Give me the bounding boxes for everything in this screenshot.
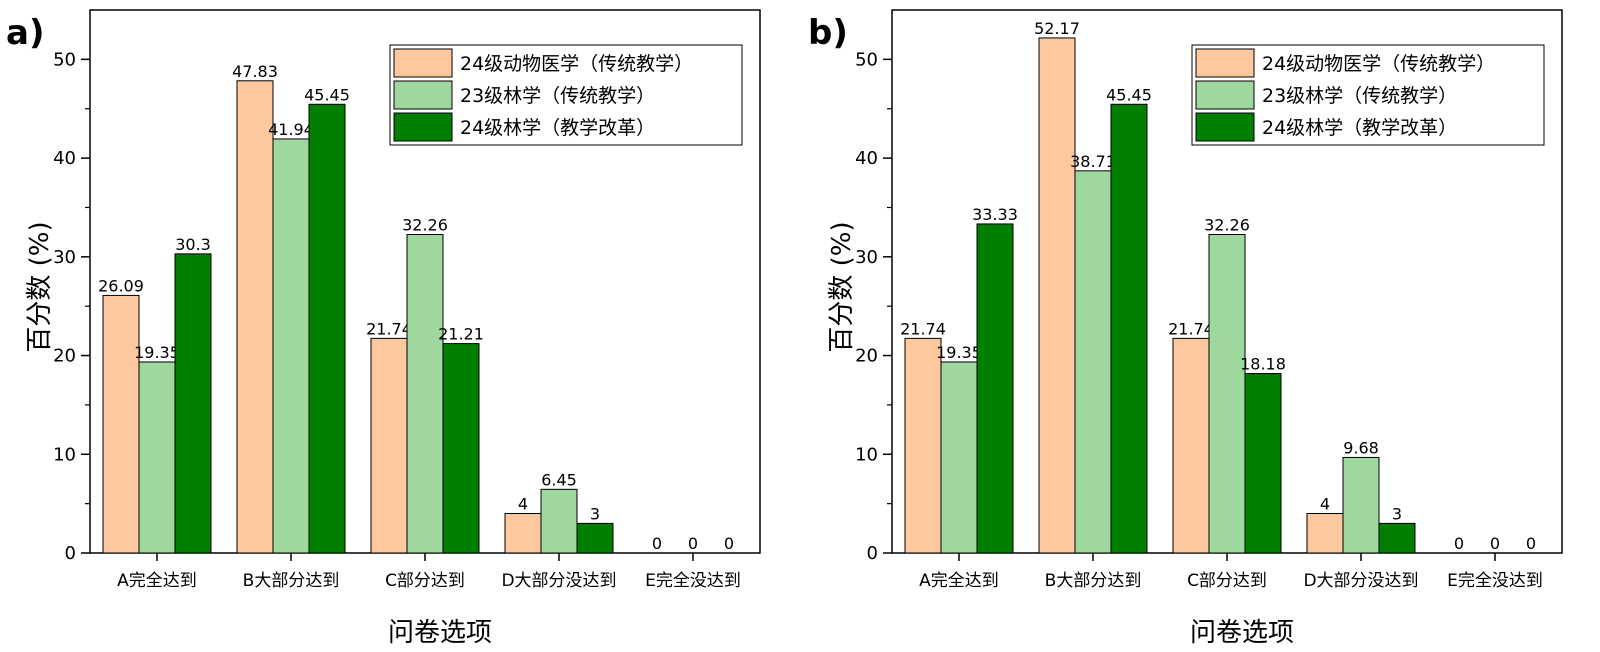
data-label: 21.21: [438, 325, 484, 344]
y-tick-label: 30: [855, 247, 878, 268]
x-tick-label: B大部分达到: [243, 571, 340, 591]
bar: [1342, 456, 1380, 554]
bar: [406, 234, 444, 554]
data-label: 3: [1392, 504, 1402, 523]
legend: 24级动物医学（传统教学） 23级林学（传统教学） 24级林学（教学改革）: [1191, 44, 1545, 146]
y-tick-label: 20: [855, 346, 878, 367]
data-label: 52.17: [1034, 19, 1080, 38]
data-label: 3: [590, 504, 600, 523]
bar: [370, 337, 408, 554]
bar: [272, 138, 310, 554]
bar: [236, 80, 274, 554]
y-tick-label: 50: [855, 49, 878, 70]
bar: [1306, 513, 1344, 554]
bar: [1378, 522, 1416, 554]
data-label: 21.74: [366, 319, 412, 338]
data-label: 4: [1320, 495, 1330, 514]
x-tick-label: E完全没达到: [1447, 571, 1543, 591]
bar: [976, 223, 1014, 554]
legend-label: 24级动物医学（传统教学）: [460, 53, 693, 75]
bar: [940, 361, 978, 554]
data-label: 19.35: [134, 343, 180, 362]
data-label: 33.33: [972, 205, 1018, 224]
y-tick-label: 50: [53, 49, 76, 70]
data-label: 32.26: [402, 216, 448, 235]
bar: [1244, 373, 1282, 554]
bar: [174, 253, 212, 554]
data-label: 21.74: [900, 319, 946, 338]
y-tick-label: 40: [855, 148, 878, 169]
data-label: 9.68: [1343, 438, 1379, 457]
y-tick-label: 10: [53, 444, 76, 465]
legend-swatch: [393, 80, 453, 110]
data-label: 47.83: [232, 62, 278, 81]
x-tick-label: A完全达到: [117, 571, 197, 591]
bar: [504, 513, 542, 554]
bar: [102, 294, 140, 554]
x-tick-label: C部分达到: [385, 571, 465, 591]
y-axis-title: 百分数 (%): [25, 221, 55, 352]
legend-label: 24级林学（教学改革）: [1262, 117, 1457, 139]
data-label: 0: [1490, 534, 1500, 553]
y-axis-title: 百分数 (%): [827, 221, 857, 352]
bar: [576, 522, 614, 554]
data-label: 26.09: [98, 276, 144, 295]
panel-label: a): [6, 13, 44, 53]
x-tick-label: D大部分没达到: [1303, 571, 1418, 591]
x-tick-label: D大部分没达到: [501, 571, 616, 591]
data-label: 4: [518, 495, 528, 514]
bar: [138, 361, 176, 554]
x-tick-label: B大部分达到: [1045, 571, 1142, 591]
data-label: 0: [1454, 534, 1464, 553]
legend-label: 23级林学（传统教学）: [460, 85, 655, 107]
data-label: 45.45: [304, 85, 350, 104]
data-label: 41.94: [268, 120, 314, 139]
data-label: 30.3: [175, 235, 211, 254]
legend-swatch: [1195, 80, 1255, 110]
chart-panel-a: a) 问卷选项 百分数 (%) 01020304050A完全达到26.0919.…: [6, 9, 761, 648]
y-tick-label: 30: [53, 247, 76, 268]
data-label: 21.74: [1168, 319, 1214, 338]
legend-swatch: [393, 112, 453, 142]
y-tick-label: 0: [867, 543, 878, 564]
data-label: 19.35: [936, 343, 982, 362]
bar: [904, 337, 942, 554]
y-tick-label: 0: [65, 543, 76, 564]
bar: [1110, 103, 1148, 554]
data-label: 38.71: [1070, 152, 1116, 171]
x-tick-label: A完全达到: [919, 571, 999, 591]
x-tick-label: C部分达到: [1187, 571, 1267, 591]
bar: [1208, 234, 1246, 554]
data-label: 32.26: [1204, 216, 1250, 235]
chart-panel-b: b) 问卷选项 百分数 (%) 01020304050A完全达到21.7419.…: [808, 9, 1563, 648]
legend-label: 24级动物医学（传统教学）: [1262, 53, 1495, 75]
data-label: 45.45: [1106, 85, 1152, 104]
data-label: 18.18: [1240, 355, 1286, 374]
bar: [1172, 337, 1210, 554]
panel-label: b): [808, 13, 848, 53]
bar: [308, 103, 346, 554]
x-axis-title: 问卷选项: [388, 618, 492, 648]
legend-swatch: [393, 48, 453, 78]
legend-label: 23级林学（传统教学）: [1262, 85, 1457, 107]
legend-swatch: [1195, 112, 1255, 142]
data-label: 6.45: [541, 470, 577, 489]
data-label: 0: [688, 534, 698, 553]
y-tick-label: 20: [53, 346, 76, 367]
legend: 24级动物医学（传统教学） 23级林学（传统教学） 24级林学（教学改革）: [389, 44, 743, 146]
y-tick-label: 10: [855, 444, 878, 465]
bar: [1038, 37, 1076, 554]
data-label: 0: [1526, 534, 1536, 553]
legend-label: 24级林学（教学改革）: [460, 117, 655, 139]
data-label: 0: [724, 534, 734, 553]
data-label: 0: [652, 534, 662, 553]
y-tick-label: 40: [53, 148, 76, 169]
bar: [540, 488, 578, 554]
bar: [1074, 170, 1112, 554]
x-axis-title: 问卷选项: [1190, 618, 1294, 648]
legend-swatch: [1195, 48, 1255, 78]
bar: [442, 343, 480, 554]
x-tick-label: E完全没达到: [645, 571, 741, 591]
